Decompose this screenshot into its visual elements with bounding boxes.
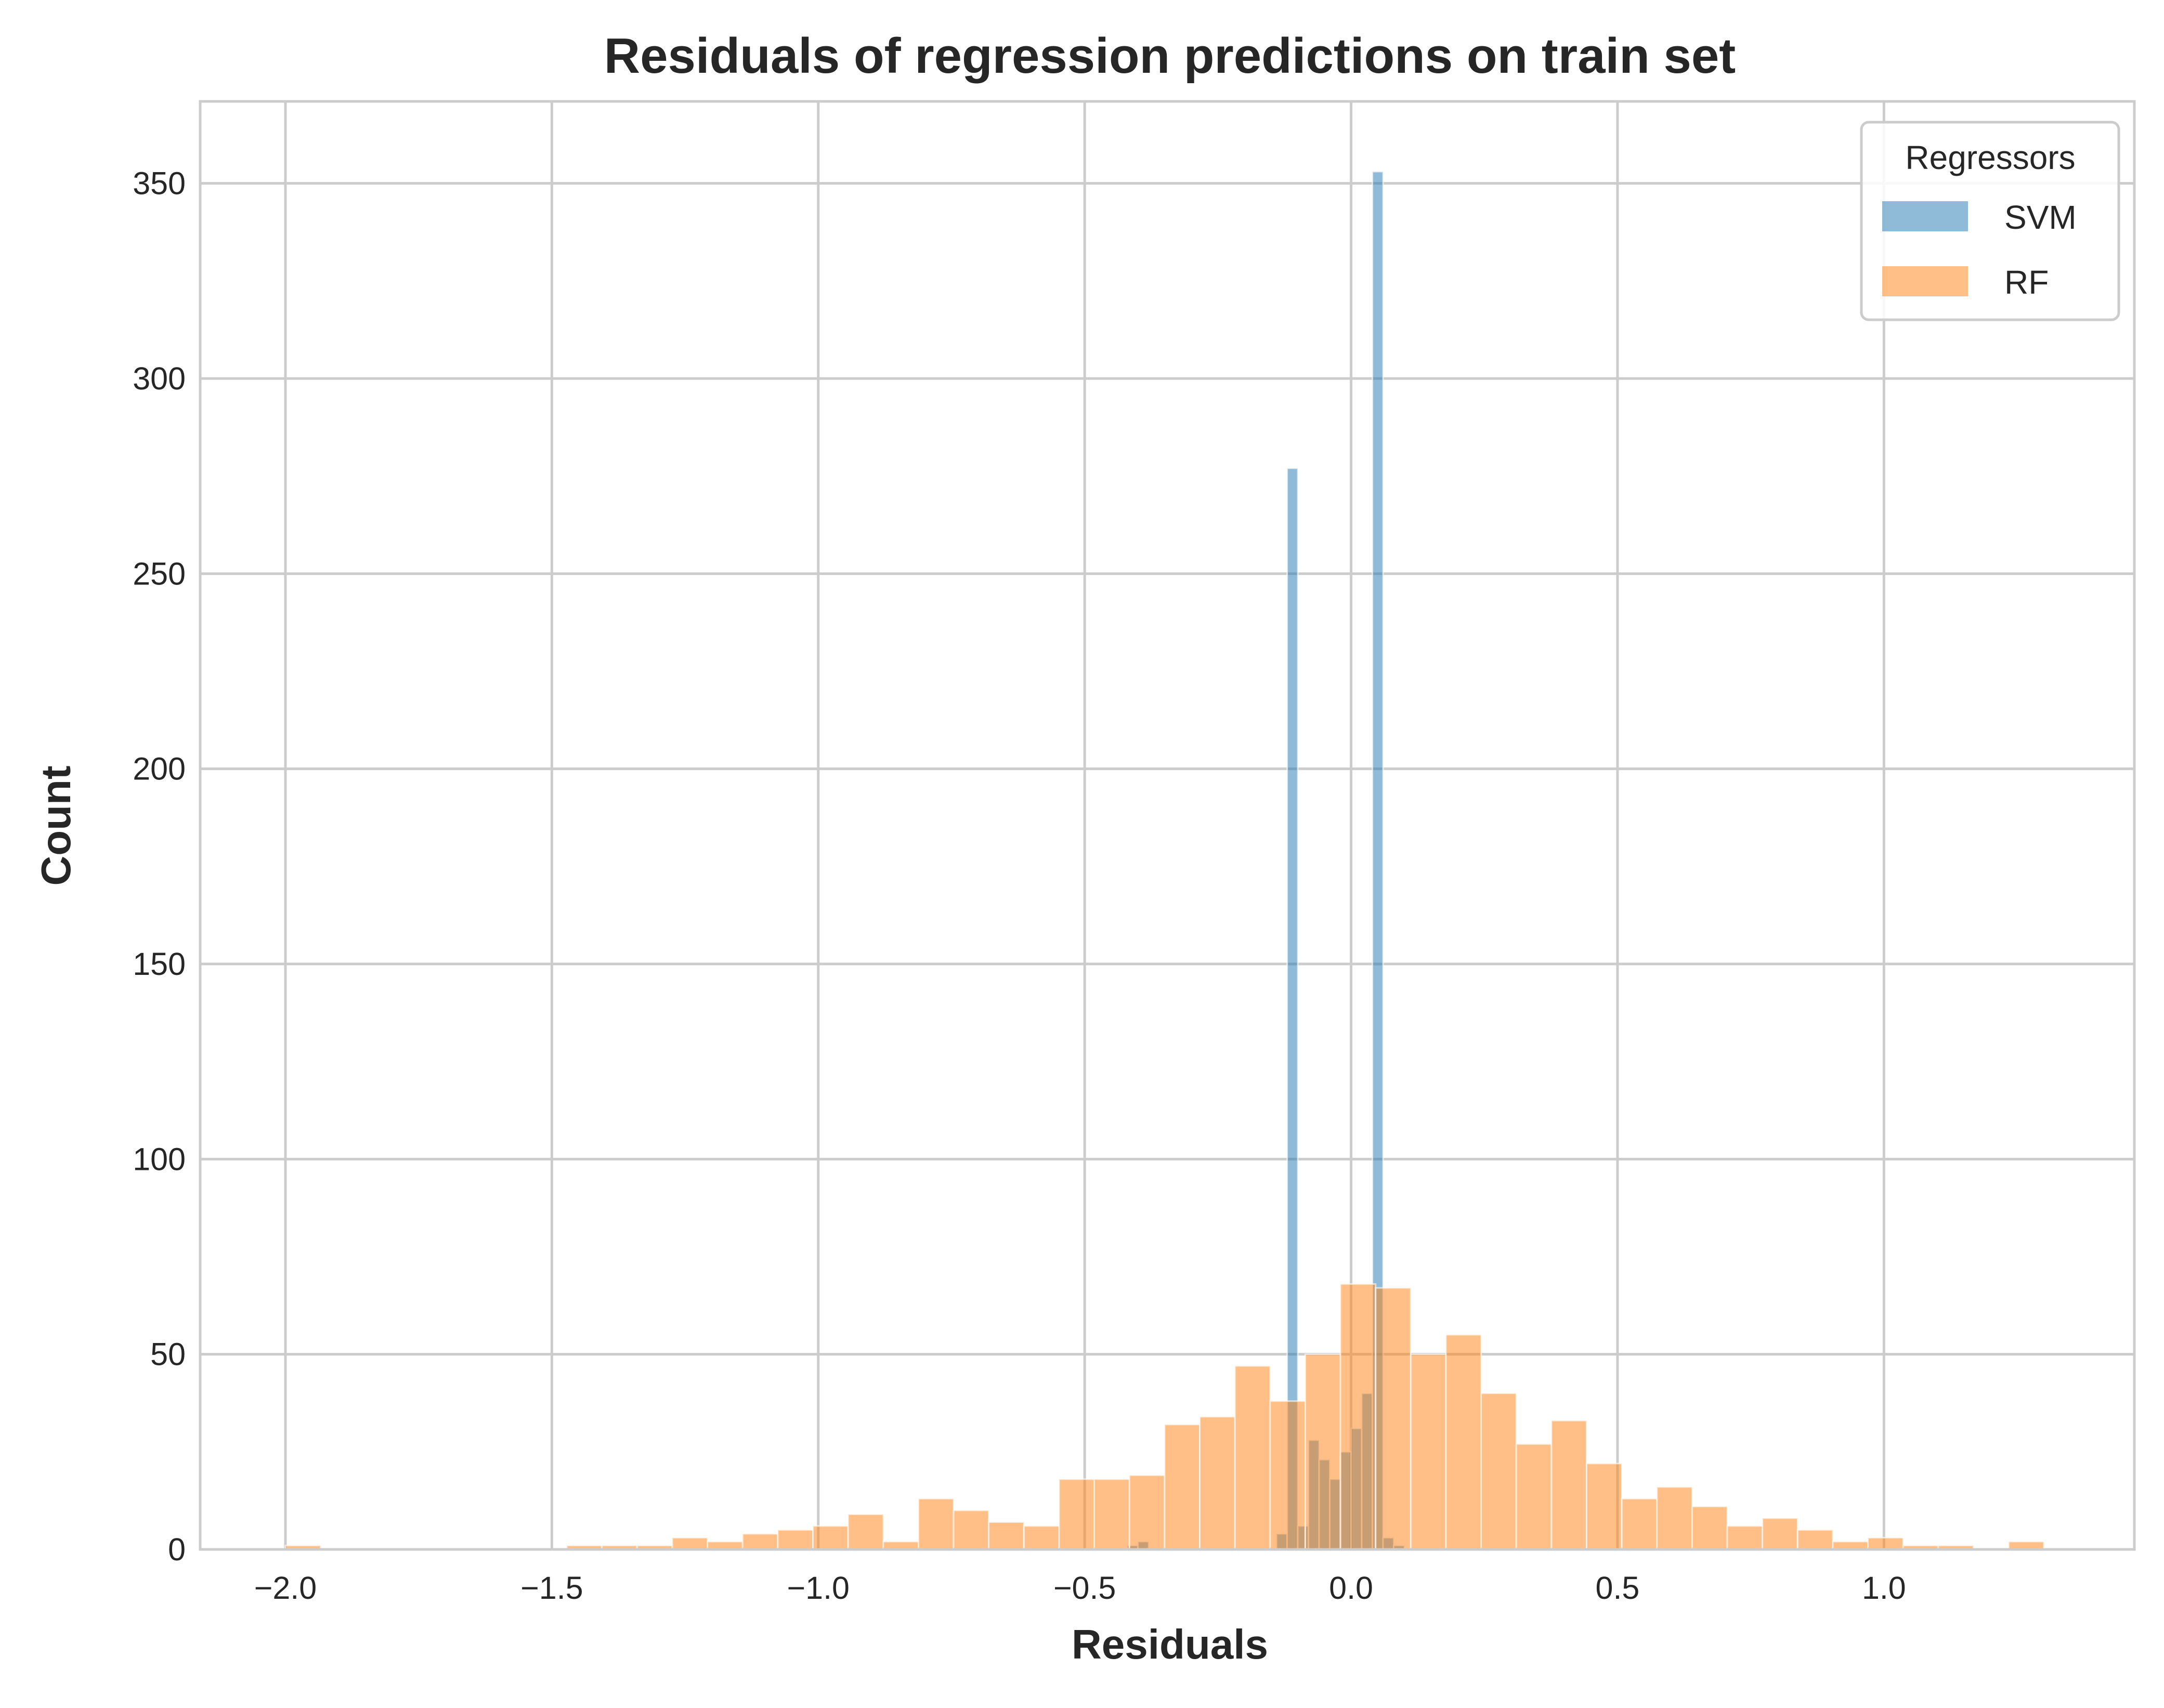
rf-bar [777,1529,814,1550]
x-tick-label: −1.5 [520,1570,583,1606]
y-tick-label: 200 [133,751,186,787]
rf-bar [1128,1474,1166,1550]
rf-bar [1164,1424,1201,1550]
chart-title: Residuals of regression predictions on t… [604,28,1736,84]
legend-title: Regressors [1905,139,2075,176]
x-tick-label: −2.0 [254,1570,317,1606]
x-tick-label: 0.0 [1329,1570,1373,1606]
legend-label-rf: RF [2004,264,2049,301]
legend-swatch-rf [1882,266,1968,296]
rf-bar [1234,1365,1271,1550]
rf-bar [1375,1287,1412,1550]
x-tick-label: 0.5 [1596,1570,1640,1606]
rf-bar [741,1533,779,1550]
y-tick-label: 250 [133,556,186,591]
rf-bar [1023,1525,1060,1550]
legend-swatch-svm [1882,201,1968,231]
rf-bar [1093,1478,1130,1550]
rf-bar [1796,1529,1834,1550]
rf-series [284,1283,2045,1550]
rf-bar [1726,1525,1764,1550]
legend-label-svm: SVM [2004,199,2077,236]
x-axis-ticks: −2.0 −1.5 −1.0 −0.5 0.0 0.5 1.0 [254,1570,1906,1606]
x-tick-label: −1.0 [787,1570,850,1606]
rf-bar [1058,1478,1096,1550]
rf-bar [1445,1334,1482,1550]
rf-bar [1339,1283,1377,1550]
rf-bar [1515,1443,1553,1550]
plot-frame [199,100,2136,1551]
y-tick-label: 150 [133,946,186,982]
rf-bar [953,1509,990,1550]
x-tick-label: 1.0 [1862,1570,1906,1606]
rf-bar [847,1513,884,1550]
y-tick-label: 100 [133,1141,186,1177]
rf-bar [671,1536,709,1550]
grid [200,101,2134,1551]
rf-bar [1269,1400,1306,1550]
x-tick-label: −0.5 [1053,1570,1116,1606]
y-tick-label: 50 [150,1337,186,1372]
rf-bar [1621,1497,1658,1550]
rf-bar [1867,1536,1904,1550]
rf-bar [1304,1353,1341,1550]
x-axis-label: Residuals [1072,1621,1268,1667]
rf-bar [1762,1517,1798,1550]
rf-bar [812,1525,849,1550]
svm-bar [1286,467,1299,1550]
rf-bar [1480,1392,1517,1550]
y-tick-label: 350 [133,166,186,201]
rf-bar [1550,1419,1588,1550]
legend: Regressors SVM RF [1860,121,2120,321]
rf-bar [988,1521,1025,1550]
y-axis-ticks: 0 50 100 150 200 250 300 350 [133,166,186,1567]
rf-bar [1691,1505,1728,1550]
rf-bar [1410,1353,1447,1550]
y-tick-label: 0 [168,1532,186,1567]
y-tick-label: 300 [133,361,186,396]
rf-bar [917,1497,955,1550]
y-axis-label: Count [33,765,79,885]
rf-bar [1199,1416,1236,1550]
rf-bar [1656,1486,1693,1550]
rf-bar [1586,1463,1623,1550]
